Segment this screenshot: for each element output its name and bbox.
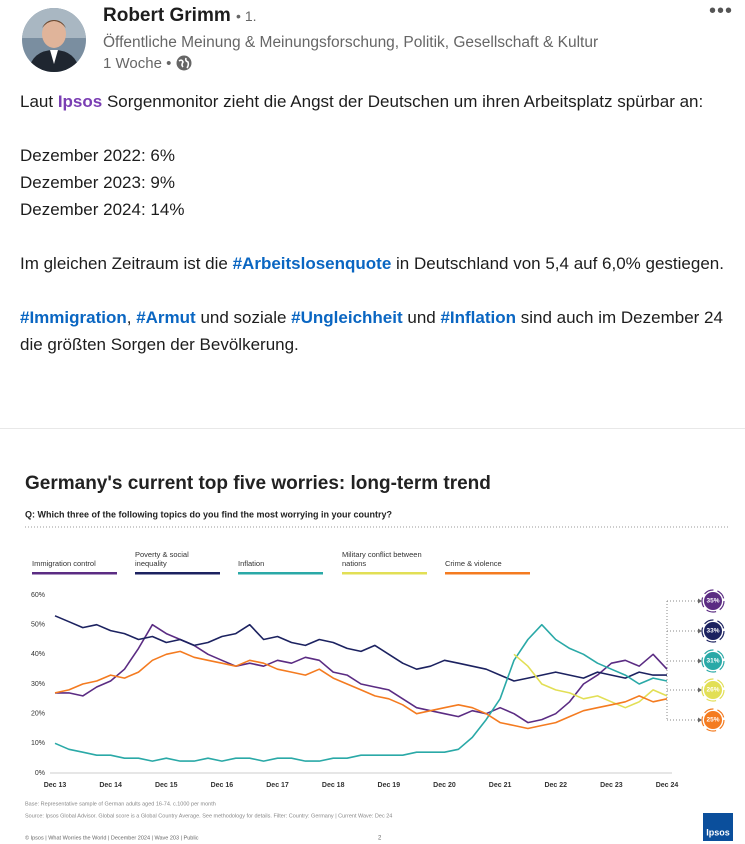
hashtag[interactable]: #Armut bbox=[136, 308, 196, 327]
paragraph: Dezember 2022: 6% Dezember 2023: 9% Dezemb… bbox=[20, 142, 725, 223]
y-tick-label: 10% bbox=[31, 740, 45, 747]
globe-icon bbox=[176, 55, 192, 71]
post-text: Laut Ipsos Sorgenmonitor zieht die Angst… bbox=[20, 88, 725, 385]
bubble bbox=[704, 592, 722, 610]
legend-label: Inflation bbox=[238, 559, 265, 568]
bubble bbox=[704, 622, 722, 640]
chart-title: Germany's current top five worries: long… bbox=[25, 473, 491, 494]
hashtag[interactable]: #Ungleichheit bbox=[291, 308, 403, 327]
data-label: 26% bbox=[706, 687, 719, 694]
series-line bbox=[54, 615, 667, 682]
page-number: 2 bbox=[378, 836, 382, 842]
text: Im gleichen Zeitraum ist die bbox=[20, 254, 233, 273]
legend-label: Poverty & social inequality bbox=[135, 550, 189, 568]
text: in Deutschland von 5,4 auf 6,0% gestiege… bbox=[391, 254, 724, 273]
more-button[interactable]: ••• bbox=[709, 0, 734, 22]
bubble-ring bbox=[701, 678, 725, 702]
legend-swatch bbox=[32, 572, 117, 575]
bubble bbox=[704, 681, 722, 699]
series-line bbox=[54, 650, 668, 730]
arrow bbox=[698, 717, 702, 723]
x-tick-label: Dec 14 bbox=[99, 782, 122, 789]
text: Sorgenmonitor zieht die Angst der Deutsc… bbox=[102, 92, 704, 111]
source-note: Source: Ipsos Global Advisor. Global sco… bbox=[25, 813, 392, 819]
y-tick-label: 50% bbox=[31, 622, 45, 629]
base-note: Base: Representative sample of German ad… bbox=[25, 801, 216, 807]
arrow bbox=[698, 687, 702, 693]
x-tick-label: Dec 24 bbox=[656, 782, 679, 789]
text: Dezember 2022: 6% bbox=[20, 146, 175, 165]
arrow bbox=[698, 658, 702, 664]
bubble-ring bbox=[701, 649, 725, 673]
x-tick-label: Dec 16 bbox=[211, 782, 234, 789]
post-image[interactable]: Immigration control Poverty & social ineq… bbox=[0, 428, 745, 844]
bubble-ring bbox=[701, 708, 725, 732]
logo-box bbox=[703, 813, 733, 841]
series-line bbox=[513, 653, 668, 709]
logo: Ipsos bbox=[706, 827, 730, 837]
author-name[interactable]: Robert Grimm • 1. bbox=[103, 5, 257, 27]
y-tick-label: 60% bbox=[31, 592, 45, 599]
legend-swatch bbox=[238, 572, 323, 575]
bubble bbox=[704, 652, 722, 670]
legend-label: Immigration control bbox=[32, 559, 96, 568]
series-line bbox=[54, 623, 668, 762]
data-label: 35% bbox=[706, 598, 719, 605]
y-tick-label: 30% bbox=[31, 681, 45, 688]
x-tick-label: Dec 18 bbox=[322, 782, 345, 789]
chart-subtitle: Q: Which three of the following topics d… bbox=[25, 509, 392, 519]
data-label: 25% bbox=[706, 717, 719, 724]
paragraph: Laut Ipsos Sorgenmonitor zieht die Angst… bbox=[20, 88, 725, 115]
connection-degree: • 1. bbox=[236, 8, 257, 24]
bubble bbox=[704, 711, 722, 729]
text: , bbox=[126, 308, 137, 327]
bubble-ring bbox=[701, 589, 725, 613]
paragraph: Im gleichen Zeitraum ist die #Arbeitslos… bbox=[20, 250, 725, 277]
y-tick-label: 0% bbox=[35, 770, 45, 777]
time-text: 1 Woche • bbox=[103, 55, 172, 72]
hashtag[interactable]: #Arbeitslosenquote bbox=[232, 254, 392, 273]
footer: © Ipsos | What Worries the World | Decem… bbox=[25, 834, 199, 841]
chart: Germany's current top five worries: long… bbox=[25, 473, 733, 842]
x-tick-label: Dec 15 bbox=[155, 782, 178, 789]
paragraph: #Immigration, #Armut und soziale #Unglei… bbox=[20, 304, 725, 358]
text: Dezember 2024: 14% bbox=[20, 200, 185, 219]
data-label: 31% bbox=[706, 658, 719, 665]
legend-swatch bbox=[445, 572, 530, 575]
legend-swatch bbox=[342, 572, 427, 575]
mention[interactable]: Ipsos bbox=[57, 92, 103, 111]
x-tick-label: Dec 17 bbox=[266, 782, 289, 789]
arrow bbox=[698, 598, 702, 604]
text: sind auch im Dezember 24 die größten Sor… bbox=[20, 308, 723, 354]
x-tick-label: Dec 20 bbox=[433, 782, 456, 789]
avatar[interactable] bbox=[22, 8, 86, 72]
legend-label: Military conflict between nations bbox=[342, 550, 422, 568]
headline: Öffentliche Meinung & Meinungsforschung,… bbox=[103, 34, 599, 51]
bubble-ring bbox=[701, 619, 725, 643]
y-tick-label: 20% bbox=[31, 711, 45, 718]
x-tick-label: Dec 21 bbox=[489, 782, 512, 789]
text: und soziale bbox=[195, 308, 292, 327]
data-label: 33% bbox=[706, 628, 719, 635]
series-line bbox=[55, 623, 668, 724]
text: und bbox=[402, 308, 441, 327]
x-tick-label: Dec 19 bbox=[378, 782, 401, 789]
arrow bbox=[698, 628, 702, 634]
x-tick-label: Dec 23 bbox=[600, 782, 623, 789]
legend-swatch bbox=[135, 572, 220, 575]
text: Laut bbox=[20, 92, 58, 111]
legend-label: Crime & violence bbox=[445, 559, 502, 568]
text: Dezember 2023: 9% bbox=[20, 173, 175, 192]
post-time: 1 Woche • bbox=[103, 55, 192, 72]
author-name-text[interactable]: Robert Grimm bbox=[103, 5, 231, 26]
hashtag[interactable]: #Immigration bbox=[20, 308, 127, 327]
y-tick-label: 40% bbox=[31, 651, 45, 658]
x-tick-label: Dec 22 bbox=[544, 782, 567, 789]
hashtag[interactable]: #Inflation bbox=[440, 308, 517, 327]
x-tick-label: Dec 13 bbox=[44, 782, 67, 789]
